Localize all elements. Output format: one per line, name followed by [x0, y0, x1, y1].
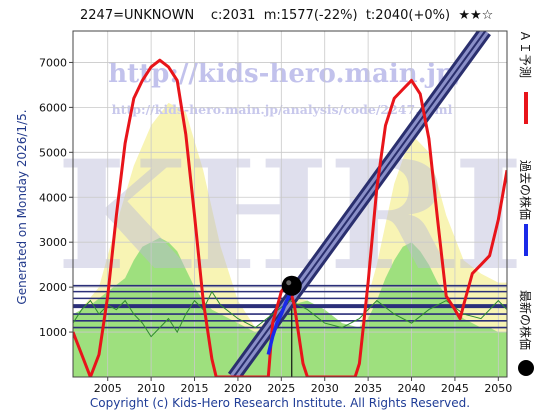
- grid-lines: [73, 31, 507, 377]
- y-tick-label: 6000: [39, 101, 67, 114]
- x-tick-label: 2015: [181, 382, 209, 395]
- legend: ＡＩ予測 過去の株価 最新の株価: [518, 30, 534, 376]
- latest-price-point-highlight: [286, 280, 292, 286]
- y-tick-label: 4000: [39, 191, 67, 204]
- legend-ai-forecast-label: ＡＩ予測: [518, 30, 532, 78]
- x-tick-label: 2005: [94, 382, 122, 395]
- chart-header: 2247=UNKNOWN c:2031 m:1577(-22%) t:2040(…: [80, 8, 493, 23]
- rating-stars: ★★☆: [458, 8, 494, 23]
- trend-line: [232, 31, 487, 377]
- x-tick-label: 2035: [354, 382, 382, 395]
- x-tick-label: 2025: [267, 382, 295, 395]
- y-tick-label: 1000: [39, 326, 67, 339]
- x-tick-label: 2020: [224, 382, 252, 395]
- series-layer: [73, 31, 507, 377]
- x-tick-label: 2045: [441, 382, 469, 395]
- stock-code: 2247=UNKNOWN: [80, 8, 195, 23]
- median-price: m:1577(-22%): [263, 8, 358, 23]
- y-tick-label: 5000: [39, 146, 67, 159]
- copyright: Copyright (c) Kids-Hero Research Institu…: [89, 396, 471, 410]
- legend-latest-price-label: 最新の株価: [518, 290, 533, 350]
- x-tick-label: 2050: [484, 382, 512, 395]
- watermark-url: http://kids-hero.main.jp/: [108, 59, 464, 89]
- x-tick-label: 2030: [311, 382, 339, 395]
- y-tick-label: 7000: [39, 56, 67, 69]
- legend-latest-price-marker: [518, 360, 534, 376]
- plot-frame: [72, 30, 508, 378]
- x-tick-label: 2040: [398, 382, 426, 395]
- thin-green-line: [73, 290, 507, 338]
- current-price: c:2031: [210, 8, 256, 23]
- y-tick-label: 2000: [39, 281, 67, 294]
- x-axis: 2005 2010 2015 2020 2025 2030 2035 2040 2045 2050: [94, 377, 512, 395]
- watermark-logo: KHRI: [57, 128, 524, 304]
- y-tick-label: 3000: [39, 236, 67, 249]
- watermark-sub-url: http://kids-hero.main.jp/analysis/code/2…: [112, 102, 453, 117]
- y-axis: 1000 2000 3000 4000 5000 6000 7000: [39, 56, 73, 339]
- watermark-layer: KHRI http://kids-hero.main.jp/ http://ki…: [57, 59, 524, 304]
- x-tick-label: 2010: [137, 382, 165, 395]
- target-price: t:2040(+0%): [365, 8, 451, 23]
- marker-layer: [281, 275, 302, 296]
- legend-past-price-label: 過去の株価: [518, 160, 533, 220]
- latest-price-point: [281, 275, 302, 296]
